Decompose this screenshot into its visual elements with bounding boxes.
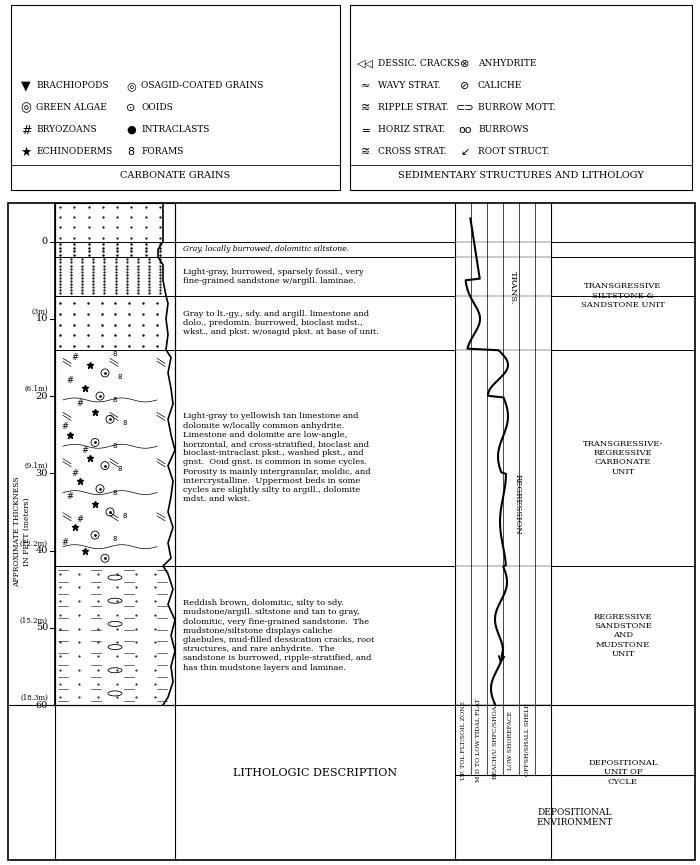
Text: TRANSGRESSIVE
SILTSTONE &
SANDSTONE UNIT: TRANSGRESSIVE SILTSTONE & SANDSTONE UNIT [581, 283, 665, 309]
Text: (15.2m): (15.2m) [20, 617, 48, 625]
Text: 8: 8 [113, 397, 118, 403]
Text: ⊙: ⊙ [126, 103, 136, 113]
Text: (12.2m): (12.2m) [20, 540, 48, 548]
Text: 8: 8 [122, 420, 127, 426]
Text: #: # [66, 492, 74, 501]
Text: #: # [62, 538, 69, 548]
Text: CARBONATE GRAINS: CARBONATE GRAINS [120, 170, 230, 180]
Bar [8, 203, 695, 860]
Text: Gray, locally burrowed, dolomitic siltstone.: Gray, locally burrowed, dolomitic siltst… [183, 246, 349, 253]
Text: 30: 30 [36, 469, 48, 477]
Text: #: # [62, 422, 69, 432]
Text: Gray to lt.-gy., sdy. and argill. limestone and
dolo., predomin. burrowed, biocl: Gray to lt.-gy., sdy. and argill. limest… [183, 310, 379, 336]
Text: MID TO LOW TIDAL FLAT: MID TO LOW TIDAL FLAT [477, 698, 482, 782]
Text: BURROWS: BURROWS [478, 125, 528, 134]
Text: 10: 10 [36, 314, 48, 324]
Text: CALICHE: CALICHE [478, 81, 522, 91]
Text: ANHYDRITE: ANHYDRITE [478, 60, 536, 68]
Text: ●: ● [126, 125, 136, 135]
Text: 8: 8 [118, 466, 122, 472]
Text: ◁◁: ◁◁ [356, 59, 374, 69]
Text: 8: 8 [122, 513, 127, 519]
Text: #: # [71, 353, 78, 362]
Text: HORIZ STRAT.: HORIZ STRAT. [378, 125, 445, 134]
Text: 8: 8 [113, 350, 118, 356]
Text: DESSIC. CRACKS: DESSIC. CRACKS [378, 60, 460, 68]
Text: OFFSH/SHALL SHELF: OFFSH/SHALL SHELF [524, 704, 529, 776]
Text: REGRESSIVE
SANDSTONE
AND
MUDSTONE
UNIT: REGRESSIVE SANDSTONE AND MUDSTONE UNIT [594, 613, 652, 658]
Text: ROOT STRUCT.: ROOT STRUCT. [478, 148, 550, 157]
Text: (3m): (3m) [32, 308, 48, 316]
Text: #: # [76, 400, 83, 408]
Text: ↙: ↙ [461, 147, 470, 157]
Text: Light-gray to yellowish tan limestone and
dolomite w/locally common anhydrite.
L: Light-gray to yellowish tan limestone an… [183, 413, 370, 503]
Text: 60: 60 [36, 701, 48, 709]
Text: INTRACLASTS: INTRACLASTS [141, 125, 209, 134]
Text: #: # [21, 124, 32, 137]
Text: ◎: ◎ [126, 81, 136, 91]
Text: APPROXIMATE THICKNESS
IN FEET (meters): APPROXIMATE THICKNESS IN FEET (meters) [13, 477, 31, 586]
Text: CROSS STRAT.: CROSS STRAT. [378, 148, 447, 157]
Text: 20: 20 [36, 392, 48, 400]
Text: TRANSGRESSIVE-
REGRESSIVE
CARBONATE
UNIT: TRANSGRESSIVE- REGRESSIVE CARBONATE UNIT [583, 440, 663, 476]
Text: DEPOSITIONAL
UNIT OF
CYCLE: DEPOSITIONAL UNIT OF CYCLE [588, 759, 658, 785]
Text: #: # [76, 516, 83, 524]
Text: 8: 8 [113, 443, 118, 449]
Text: oo: oo [458, 125, 472, 135]
Text: DEPOSITIONAL
ENVIRONMENT: DEPOSITIONAL ENVIRONMENT [537, 808, 613, 827]
Text: #: # [81, 445, 88, 455]
Text: ◎: ◎ [20, 101, 32, 114]
Text: SEDIMENTARY STRUCTURES AND LITHOLOGY: SEDIMENTARY STRUCTURES AND LITHOLOGY [398, 170, 644, 180]
Text: REGRESSION: REGRESSION [514, 474, 522, 535]
Text: OOIDS: OOIDS [141, 104, 173, 112]
Text: BRYOZOANS: BRYOZOANS [36, 125, 97, 134]
Text: Light-gray, burrowed, sparsely fossil., very
fine-grained sandstone w/argill. la: Light-gray, burrowed, sparsely fossil., … [183, 268, 364, 285]
Text: WAVY STRAT.: WAVY STRAT. [378, 81, 440, 91]
Text: GREEN ALGAE: GREEN ALGAE [36, 104, 107, 112]
Text: (18.3m): (18.3m) [20, 694, 48, 702]
Text: ≋: ≋ [360, 147, 370, 157]
Text: 0: 0 [42, 237, 48, 247]
Text: LOW SHOREFACE: LOW SHOREFACE [508, 710, 514, 770]
Text: 8: 8 [127, 147, 134, 157]
Text: UP. TOL FLT/SOIL ZONE: UP. TOL FLT/SOIL ZONE [461, 701, 466, 779]
Text: ≈: ≈ [360, 81, 370, 91]
Text: OSAGID-COATED GRAINS: OSAGID-COATED GRAINS [141, 81, 263, 91]
Text: 40: 40 [36, 546, 48, 555]
Text: ★: ★ [20, 145, 32, 158]
Text: 8: 8 [113, 536, 118, 542]
Text: ⊂⊃: ⊂⊃ [456, 103, 475, 113]
Text: Reddish brown, dolomitic, silty to sdy.
mudstone/argill. siltstone and tan to gr: Reddish brown, dolomitic, silty to sdy. … [183, 599, 374, 672]
Text: #: # [71, 469, 78, 477]
Text: ⊗: ⊗ [461, 59, 470, 69]
Text: #: # [66, 376, 74, 385]
Text: BURROW MOTT.: BURROW MOTT. [478, 104, 556, 112]
Text: BEACH/U SHFC/SHOAL: BEACH/U SHFC/SHOAL [493, 702, 498, 779]
Text: LITHOLOGIC DESCRIPTION: LITHOLOGIC DESCRIPTION [233, 767, 397, 778]
Text: 8: 8 [118, 374, 122, 380]
Bar [350, 5, 692, 190]
Text: ⊘: ⊘ [461, 81, 470, 91]
Text: RIPPLE STRAT.: RIPPLE STRAT. [378, 104, 449, 112]
Text: ≋: ≋ [360, 103, 370, 113]
Bar [55, 203, 175, 705]
Text: (9.1m): (9.1m) [25, 462, 48, 471]
Text: ═: ═ [362, 125, 368, 135]
Text: ECHINODERMS: ECHINODERMS [36, 148, 112, 157]
Text: FORAMS: FORAMS [141, 148, 183, 157]
Text: 50: 50 [36, 624, 48, 632]
Text: BRACHIOPODS: BRACHIOPODS [36, 81, 108, 91]
Text: 8: 8 [113, 490, 118, 496]
Bar [11, 5, 340, 190]
Text: TRANS.: TRANS. [509, 272, 517, 304]
Text: ▼: ▼ [21, 80, 31, 93]
Text: (6.1m): (6.1m) [25, 385, 48, 393]
